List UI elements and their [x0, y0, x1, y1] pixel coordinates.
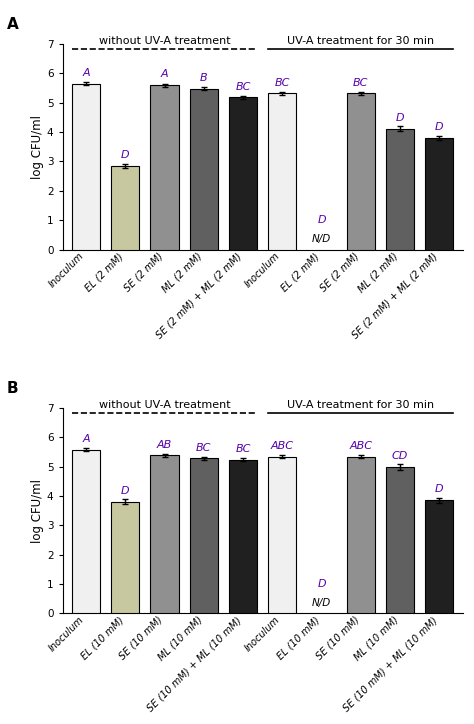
Bar — [268, 457, 296, 613]
Text: BC: BC — [236, 82, 251, 92]
Bar — [229, 460, 257, 613]
Text: D: D — [317, 579, 326, 589]
Text: A: A — [161, 70, 168, 80]
Bar — [111, 502, 139, 613]
Y-axis label: log CFU/ml: log CFU/ml — [31, 479, 44, 542]
Text: BC: BC — [274, 77, 290, 88]
Bar — [425, 500, 454, 613]
Text: B: B — [200, 73, 208, 83]
Text: AB: AB — [157, 439, 172, 450]
Bar — [346, 457, 375, 613]
Bar — [190, 458, 218, 613]
Bar — [111, 166, 139, 250]
Bar — [346, 93, 375, 250]
Text: D: D — [435, 122, 444, 132]
Text: A: A — [82, 434, 90, 444]
Bar — [150, 455, 179, 613]
Text: BC: BC — [353, 77, 368, 88]
Text: N/D: N/D — [312, 235, 331, 244]
Bar — [425, 138, 454, 250]
Bar — [229, 98, 257, 250]
Text: D: D — [121, 486, 130, 496]
Text: B: B — [7, 381, 18, 396]
Bar — [268, 93, 296, 250]
Text: ABC: ABC — [271, 441, 294, 451]
Bar — [72, 84, 100, 250]
Text: D: D — [317, 216, 326, 225]
Bar — [386, 129, 414, 250]
Text: UV-A treatment for 30 min: UV-A treatment for 30 min — [287, 36, 434, 46]
Text: without UV-A treatment: without UV-A treatment — [99, 400, 230, 410]
Bar — [72, 450, 100, 613]
Y-axis label: log CFU/ml: log CFU/ml — [31, 115, 44, 179]
Text: UV-A treatment for 30 min: UV-A treatment for 30 min — [287, 400, 434, 410]
Text: BC: BC — [196, 442, 211, 452]
Text: BC: BC — [236, 444, 251, 454]
Text: A: A — [7, 17, 18, 33]
Text: N/D: N/D — [312, 598, 331, 608]
Text: D: D — [121, 150, 130, 160]
Text: without UV-A treatment: without UV-A treatment — [99, 36, 230, 46]
Bar — [190, 88, 218, 250]
Text: ABC: ABC — [349, 441, 373, 451]
Text: A: A — [82, 68, 90, 77]
Bar — [386, 467, 414, 613]
Text: D: D — [396, 113, 404, 123]
Text: CD: CD — [392, 451, 408, 461]
Text: D: D — [435, 484, 444, 494]
Bar — [150, 85, 179, 250]
